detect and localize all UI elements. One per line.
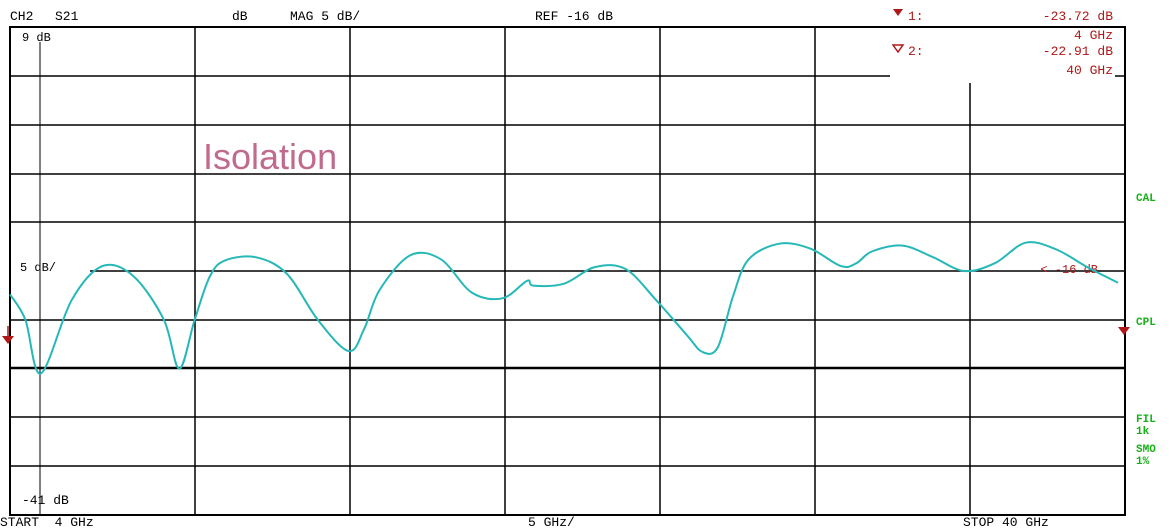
s21-trace <box>9 241 1119 375</box>
ref-level-label: < -16 dB <box>1040 263 1098 277</box>
marker-2-label: 2: <box>908 44 924 59</box>
marker-1-label: 1: <box>908 9 924 24</box>
marker-2-freq: 40 GHz <box>1066 63 1113 78</box>
marker-2-value: -22.91 dB <box>1043 44 1113 59</box>
div-scale-label: 5 dB/ <box>20 261 56 275</box>
start-ref-marker-icon <box>2 336 14 344</box>
channel-label: CH2 <box>10 9 33 24</box>
cpl-status: CPL <box>1136 317 1156 329</box>
format-label: dB <box>232 9 248 24</box>
ref-label: REF -16 dB <box>535 9 613 24</box>
grid <box>10 27 1125 515</box>
scale-label: MAG 5 dB/ <box>290 9 360 24</box>
parameter-label: S21 <box>55 9 79 24</box>
marker-readout: 1: -23.72 dB 4 GHz 2: -22.91 dB 40 GHz <box>891 9 1113 78</box>
marker-1-freq: 4 GHz <box>1074 28 1113 43</box>
top-scale-label: 9 dB <box>22 31 51 45</box>
marker-2-icon <box>891 44 905 54</box>
status-panel: CAL CPL FIL 1k SMO 1% <box>1136 193 1156 468</box>
bottom-scale-label: -41 dB <box>22 493 69 508</box>
fil-status: FIL <box>1136 414 1156 426</box>
stop-ref-marker-icon <box>1118 327 1130 335</box>
stop-freq-label: STOP 40 GHz <box>963 515 1049 529</box>
span-label: 5 GHz/ <box>528 515 575 529</box>
smo-value: 1% <box>1136 456 1150 468</box>
marker-1-value: -23.72 dB <box>1043 9 1113 24</box>
cal-status: CAL <box>1136 193 1156 205</box>
marker-1-icon <box>893 9 903 16</box>
fil-value: 1k <box>1136 426 1150 438</box>
isolation-annotation: Isolation <box>203 136 337 177</box>
smo-status: SMO <box>1136 444 1156 456</box>
start-freq-label: START 4 GHz <box>0 515 94 529</box>
